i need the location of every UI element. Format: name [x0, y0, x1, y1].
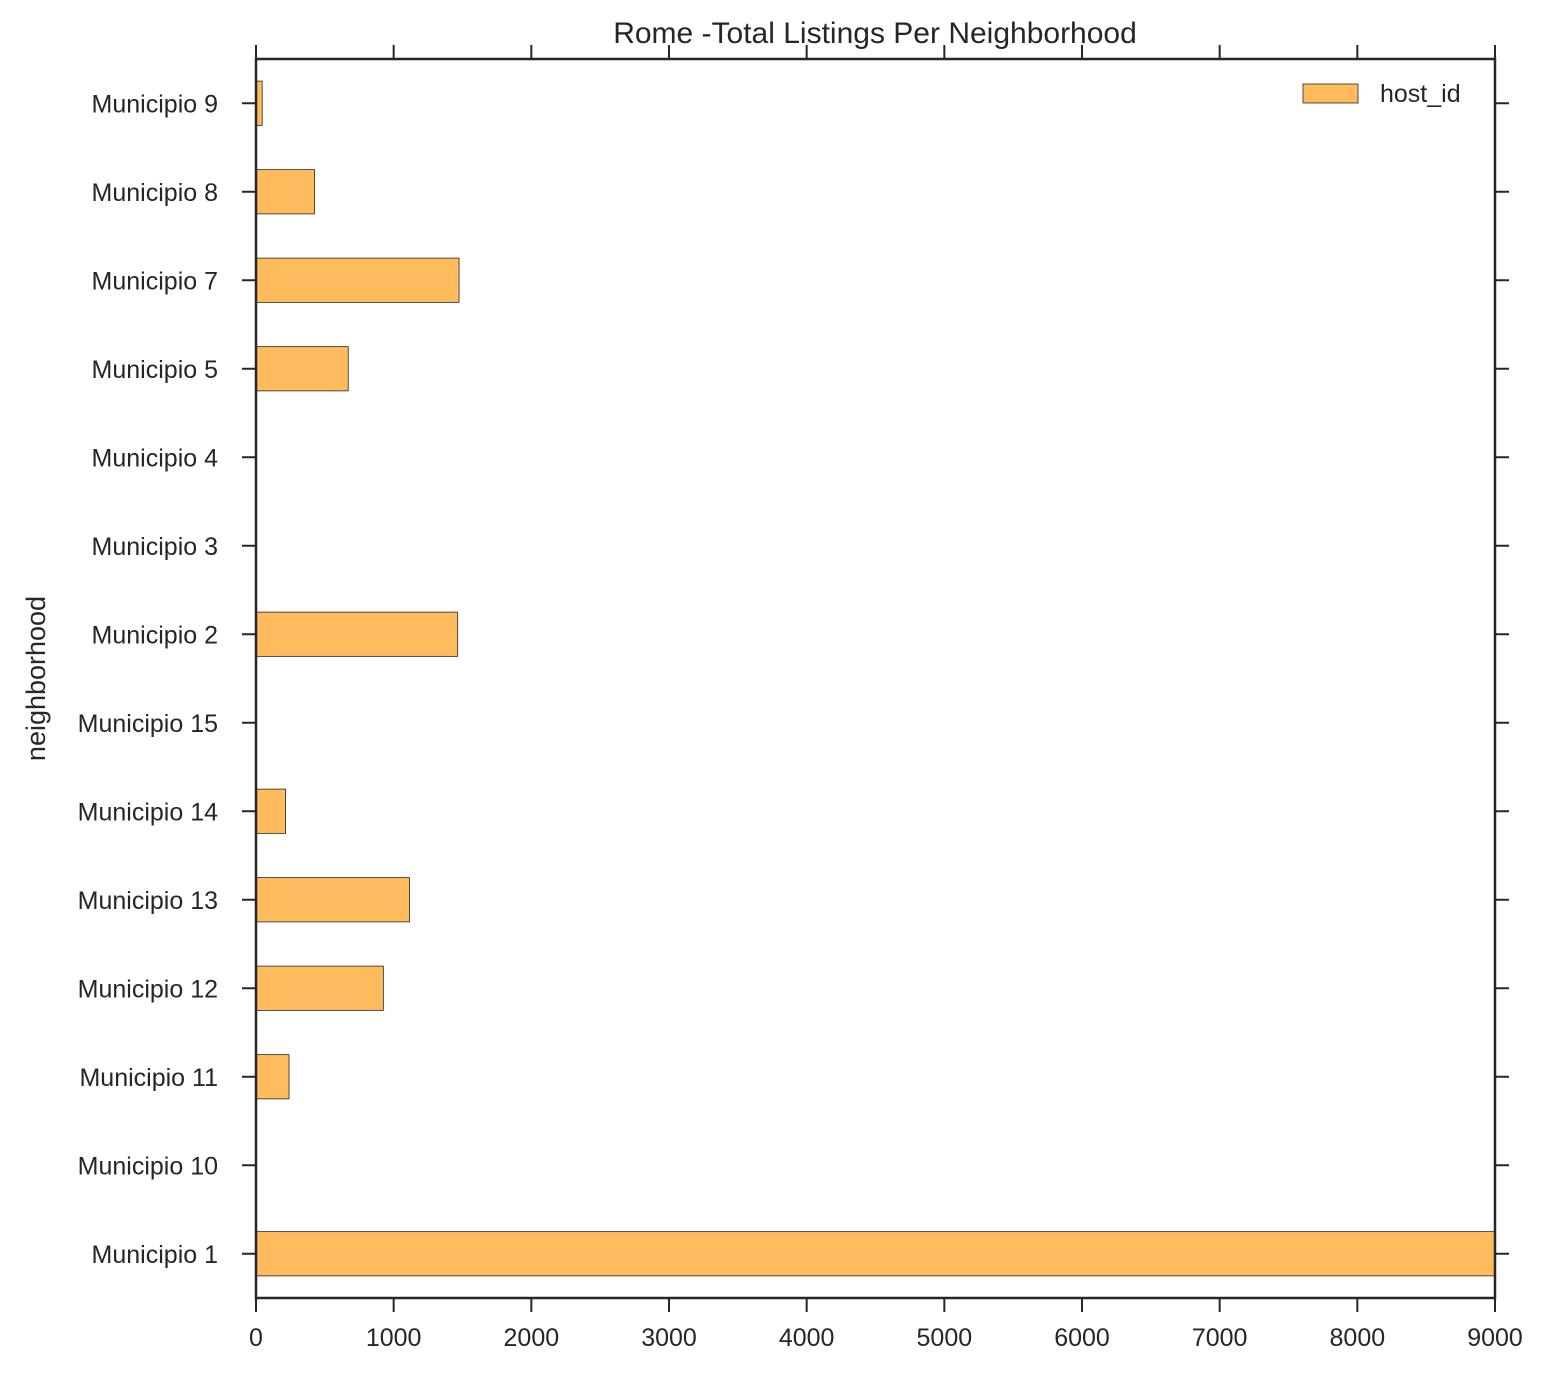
chart-title: Rome -Total Listings Per Neighborhood: [613, 17, 1137, 50]
bar: [255, 788, 286, 834]
x-tick-label: 6000: [1054, 1324, 1110, 1352]
bar: [255, 965, 384, 1011]
bar: [255, 169, 315, 215]
x-tick-label: 7000: [1192, 1324, 1248, 1352]
y-tick-label: Municipio 7: [92, 267, 218, 295]
y-tick-label: Municipio 4: [92, 444, 219, 472]
y-tick-label: Municipio 11: [79, 1064, 218, 1092]
bar: [255, 1054, 290, 1100]
y-tick-label: Municipio 13: [78, 887, 218, 915]
bar: [255, 346, 349, 392]
y-tick-label: Municipio 10: [78, 1152, 218, 1180]
x-tick-label: 4000: [779, 1324, 835, 1352]
x-tick-label: 3000: [641, 1324, 697, 1352]
bars-layer: [255, 80, 1496, 1277]
plot-frame: [254, 57, 1497, 1300]
y-tick-label: Municipio 5: [92, 356, 218, 384]
bar: [255, 257, 460, 303]
bar: [255, 877, 410, 923]
y-tick-label: Municipio 12: [78, 975, 218, 1003]
ticks-layer: 0 1000 2000 3000 4000 5000 6000 7000 8000 9000 Mun…: [78, 45, 1523, 1352]
bar: [255, 611, 459, 657]
y-tick-label: Municipio 1: [92, 1241, 218, 1269]
x-tick-label: 5000: [917, 1324, 973, 1352]
legend-swatch: [1302, 83, 1359, 104]
legend: host_id: [1302, 80, 1461, 108]
x-tick-label: 8000: [1330, 1324, 1386, 1352]
legend-label: host_id: [1380, 80, 1461, 108]
y-tick-label: Municipio 15: [78, 710, 218, 738]
x-tick-label: 0: [249, 1324, 263, 1352]
y-tick-label: Municipio 9: [92, 90, 218, 118]
x-tick-label: 2000: [504, 1324, 560, 1352]
y-tick-label: Municipio 3: [92, 533, 218, 561]
y-tick-label: Municipio 14: [78, 798, 218, 826]
x-tick-label: 1000: [366, 1324, 422, 1352]
y-tick-label: Municipio 2: [92, 621, 218, 649]
bar: [255, 1231, 1496, 1277]
y-tick-label: Municipio 8: [92, 179, 218, 207]
x-tick-label: 9000: [1467, 1324, 1523, 1352]
y-axis-label: neighborhood: [21, 596, 51, 761]
